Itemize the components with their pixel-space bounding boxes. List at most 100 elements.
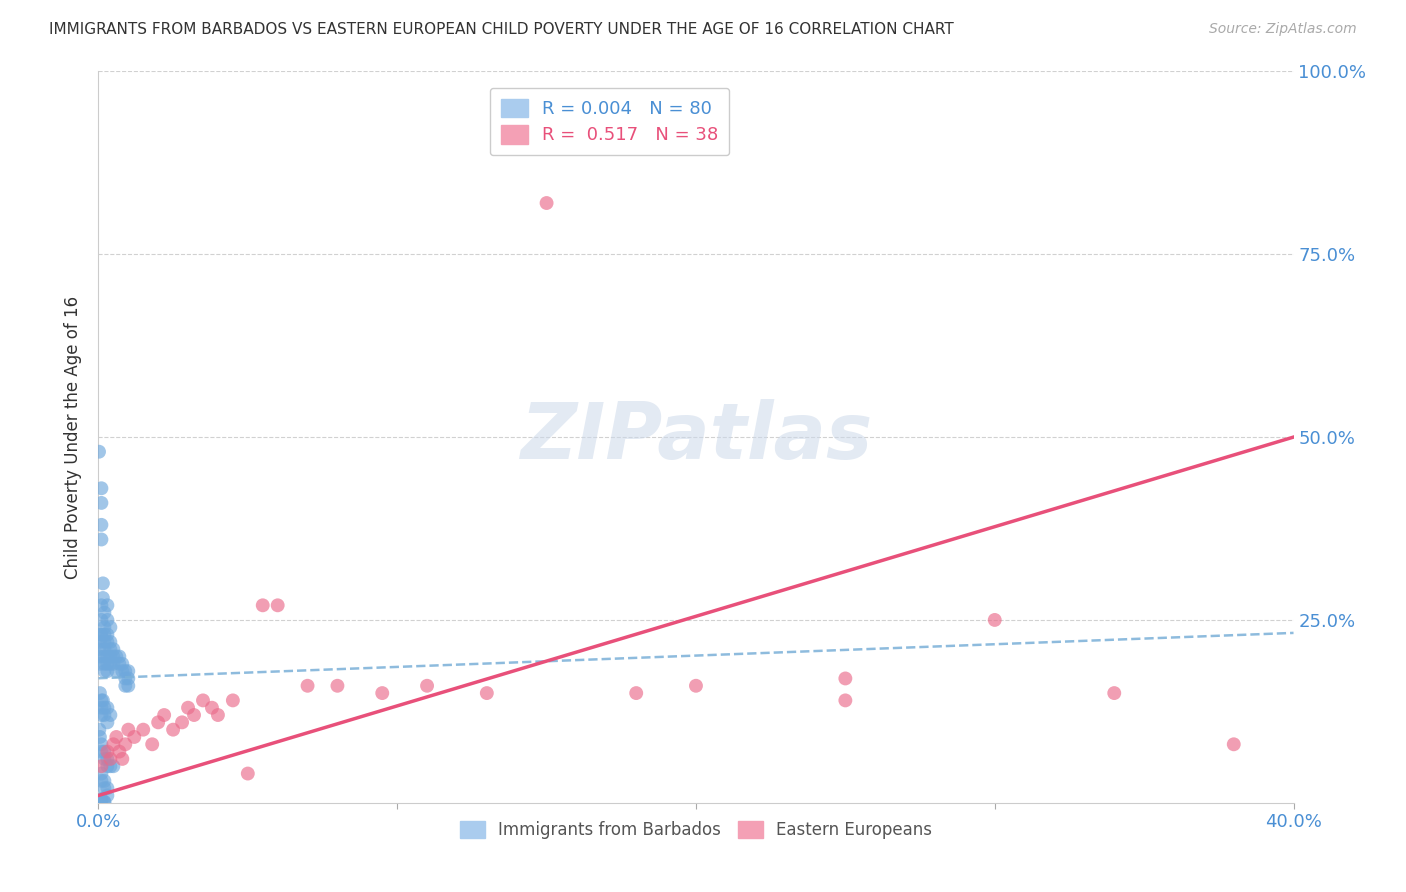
Point: [93, 664, 115, 678]
Point: [222, 693, 245, 707]
Point: [124, 730, 146, 744]
Point: [90, 708, 112, 723]
Point: [177, 700, 200, 714]
Point: [108, 649, 131, 664]
Point: [191, 693, 214, 707]
Point: [96, 613, 118, 627]
Point: [141, 737, 163, 751]
Point: [90, 613, 112, 627]
Point: [132, 723, 155, 737]
Text: ZIPatlas: ZIPatlas: [520, 399, 872, 475]
Point: [96, 635, 118, 649]
Point: [90, 792, 112, 806]
Point: [91, 693, 114, 707]
Point: [117, 672, 139, 686]
Point: [90, 627, 112, 641]
Point: [93, 708, 115, 723]
Point: [108, 657, 131, 671]
Point: [93, 642, 115, 657]
Point: [267, 599, 290, 613]
Point: [98, 657, 122, 671]
Point: [87, 444, 110, 458]
Point: [90, 481, 112, 495]
Point: [90, 627, 112, 641]
Point: [91, 591, 114, 605]
Point: [93, 795, 115, 809]
Point: [90, 766, 112, 780]
Point: [93, 752, 115, 766]
Point: [91, 576, 114, 591]
Point: [371, 686, 394, 700]
Point: [90, 773, 112, 788]
Point: [90, 533, 112, 547]
Point: [98, 642, 122, 657]
Point: [96, 759, 118, 773]
Point: [90, 737, 112, 751]
Point: [96, 789, 118, 803]
Point: [114, 672, 136, 686]
Point: [326, 679, 349, 693]
Point: [96, 781, 118, 796]
Point: [236, 766, 259, 780]
Point: [93, 635, 115, 649]
Point: [114, 664, 136, 678]
Point: [984, 613, 1007, 627]
Point: [90, 517, 112, 532]
Point: [626, 686, 648, 700]
Point: [90, 496, 112, 510]
Text: Source: ZipAtlas.com: Source: ZipAtlas.com: [1209, 22, 1357, 37]
Point: [93, 795, 115, 809]
Point: [103, 649, 125, 664]
Point: [183, 708, 205, 723]
Point: [89, 642, 111, 657]
Point: [93, 606, 115, 620]
Point: [1223, 737, 1246, 751]
Point: [96, 649, 118, 664]
Point: [297, 679, 319, 693]
Point: [834, 693, 856, 707]
Point: [96, 745, 118, 759]
Point: [93, 649, 115, 664]
Point: [93, 700, 115, 714]
Point: [90, 693, 112, 707]
Point: [93, 657, 115, 671]
Point: [148, 715, 170, 730]
Point: [96, 664, 118, 678]
Point: [93, 627, 115, 641]
Point: [96, 627, 118, 641]
Point: [96, 657, 118, 671]
Point: [103, 759, 125, 773]
Point: [685, 679, 707, 693]
Point: [90, 599, 112, 613]
Point: [172, 715, 194, 730]
Point: [108, 745, 131, 759]
Point: [103, 737, 125, 751]
Point: [111, 752, 134, 766]
Point: [90, 700, 112, 714]
Legend: Immigrants from Barbados, Eastern Europeans: Immigrants from Barbados, Eastern Europe…: [453, 814, 939, 846]
Point: [98, 752, 122, 766]
Point: [98, 708, 122, 723]
Point: [98, 759, 122, 773]
Point: [89, 649, 111, 664]
Point: [475, 686, 498, 700]
Point: [96, 715, 118, 730]
Point: [105, 664, 128, 678]
Point: [98, 635, 122, 649]
Point: [117, 679, 139, 693]
Point: [90, 794, 112, 808]
Point: [536, 196, 558, 211]
Point: [114, 737, 136, 751]
Point: [103, 642, 125, 657]
Point: [90, 759, 112, 773]
Point: [105, 730, 128, 744]
Point: [111, 657, 134, 671]
Point: [89, 730, 111, 744]
Point: [89, 657, 111, 671]
Point: [153, 708, 176, 723]
Point: [252, 599, 274, 613]
Point: [96, 752, 118, 766]
Point: [114, 679, 136, 693]
Point: [117, 664, 139, 678]
Point: [98, 620, 122, 634]
